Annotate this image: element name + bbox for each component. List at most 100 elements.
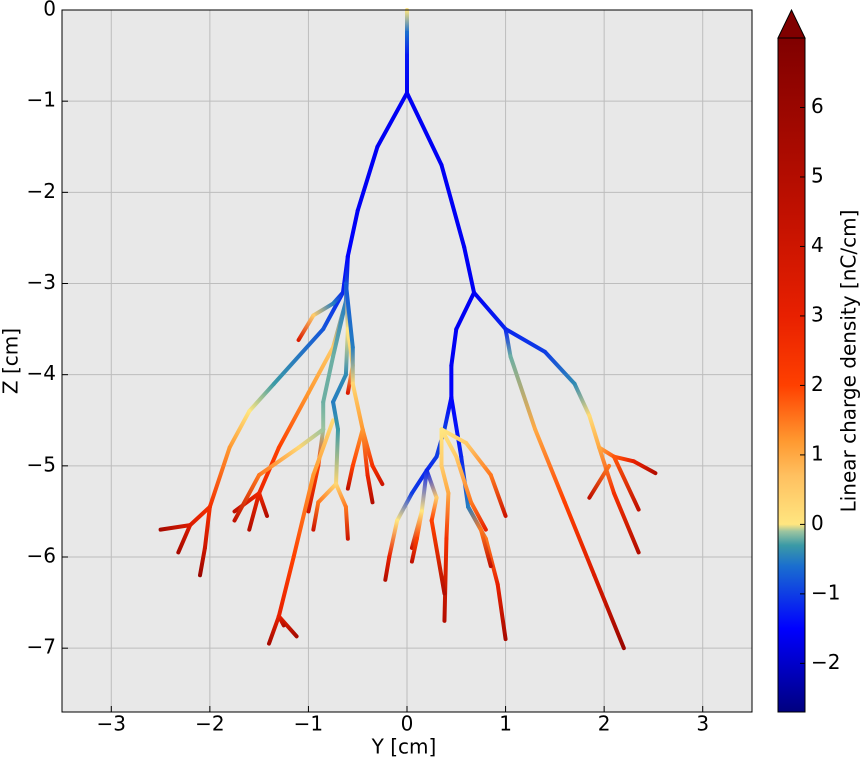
branch-segment	[232, 472, 262, 523]
colorbar-tick-label: −2	[811, 650, 840, 674]
y-tick-label: −4	[27, 361, 56, 385]
branch-segment	[202, 504, 212, 550]
branch-segment	[612, 491, 641, 555]
branch-segment	[592, 573, 626, 651]
branch-segment	[472, 290, 508, 332]
y-tick-label: −1	[27, 88, 56, 112]
branch-segment	[355, 144, 380, 213]
branch-segment	[375, 90, 409, 149]
branch-segment	[495, 582, 508, 642]
branch-segment	[331, 299, 348, 359]
branch-segment	[331, 290, 345, 306]
branch-segment	[247, 381, 276, 414]
branch-segment	[414, 509, 424, 541]
y-axis-label: Z [cm]	[0, 328, 23, 394]
branch-segment	[503, 327, 547, 354]
branch-segment	[227, 409, 252, 450]
branch-segment	[395, 491, 414, 523]
y-tick-label: −7	[27, 635, 56, 659]
branch-segment	[331, 372, 348, 405]
colorbar-tick-label: 3	[811, 302, 824, 326]
branch-segment	[429, 495, 439, 523]
branch-segment	[370, 463, 385, 487]
branch-segment	[296, 427, 326, 450]
branch-segment	[449, 327, 459, 368]
x-tick-label: 0	[401, 712, 414, 736]
y-tick-label: −6	[27, 544, 56, 568]
branch-segment	[247, 491, 262, 532]
branch-segment	[306, 463, 321, 514]
branch-segment	[232, 491, 262, 514]
y-tick-label: −5	[27, 452, 56, 476]
branch-segment	[449, 395, 464, 459]
x-axis-label: Y [cm]	[371, 735, 437, 759]
colorbar-label: Linear charge density [nC/cm]	[837, 210, 861, 513]
colorbar-tick-label: 5	[811, 163, 824, 187]
x-tick-label: 2	[598, 712, 611, 736]
branch-segment	[439, 427, 469, 446]
branch-segment	[311, 301, 336, 318]
branch-segment	[316, 482, 339, 505]
colorbar-tick-label: 1	[811, 441, 824, 465]
branch-segment	[267, 614, 281, 646]
branch-segment	[429, 518, 447, 596]
branch-segment	[343, 504, 350, 541]
branch-segment	[439, 162, 467, 250]
branch-segment	[387, 518, 400, 560]
branch-segment	[198, 545, 207, 578]
x-tick-label: −1	[294, 712, 323, 736]
y-tick-label: −2	[27, 179, 56, 203]
branch-segment	[508, 354, 538, 432]
colorbar-tick-label: 6	[811, 94, 824, 118]
colorbar-tick-label: 2	[811, 372, 824, 396]
branch-segment	[257, 491, 270, 518]
branch-segment	[612, 454, 636, 464]
branch-segment	[276, 555, 296, 619]
branch-segment	[444, 491, 451, 541]
branch-segment	[158, 523, 193, 532]
branch-segment	[405, 90, 444, 167]
colorbar	[777, 37, 806, 713]
branch-segment	[587, 463, 612, 500]
branch-segment	[442, 536, 449, 623]
branch-segment	[311, 500, 321, 532]
branch-segment	[439, 463, 451, 496]
branch-segment	[306, 345, 336, 395]
branch-segment	[296, 313, 316, 343]
branch-segment	[321, 354, 336, 405]
branch-segment	[271, 327, 326, 386]
colorbar-tick-label: 0	[811, 511, 824, 535]
colorbar-tick-label: 4	[811, 233, 824, 257]
branch-segment	[334, 427, 340, 487]
branch-segment	[462, 245, 477, 295]
branch-segment	[291, 472, 316, 560]
branch-segment	[464, 441, 493, 477]
branch-segment	[483, 536, 500, 587]
branch-segment	[543, 349, 577, 386]
branch-segment	[419, 468, 429, 514]
branch-segment	[334, 482, 348, 509]
branch-segment	[345, 208, 360, 259]
branch-segment	[488, 472, 508, 518]
branch-segment	[503, 327, 513, 359]
branch-segment	[439, 427, 459, 459]
branch-segment	[350, 427, 365, 468]
branch-segment	[442, 395, 454, 432]
branch-segment	[454, 454, 474, 505]
branch-segment	[365, 472, 375, 505]
branch-segment	[188, 504, 212, 528]
x-tick-label: −2	[195, 712, 224, 736]
branch-segment	[343, 281, 355, 350]
branch-segment	[533, 427, 567, 505]
branch-segment	[409, 536, 419, 564]
colorbar-extend	[777, 8, 806, 39]
branch-segment	[345, 463, 355, 491]
x-tick-label: 1	[499, 712, 512, 736]
branch-segment	[572, 381, 592, 418]
branch-segment	[257, 445, 301, 477]
branch-segment	[631, 459, 658, 476]
y-tick-label: 0	[43, 0, 56, 21]
branch-segment	[350, 381, 365, 432]
branch-segment	[466, 504, 483, 532]
